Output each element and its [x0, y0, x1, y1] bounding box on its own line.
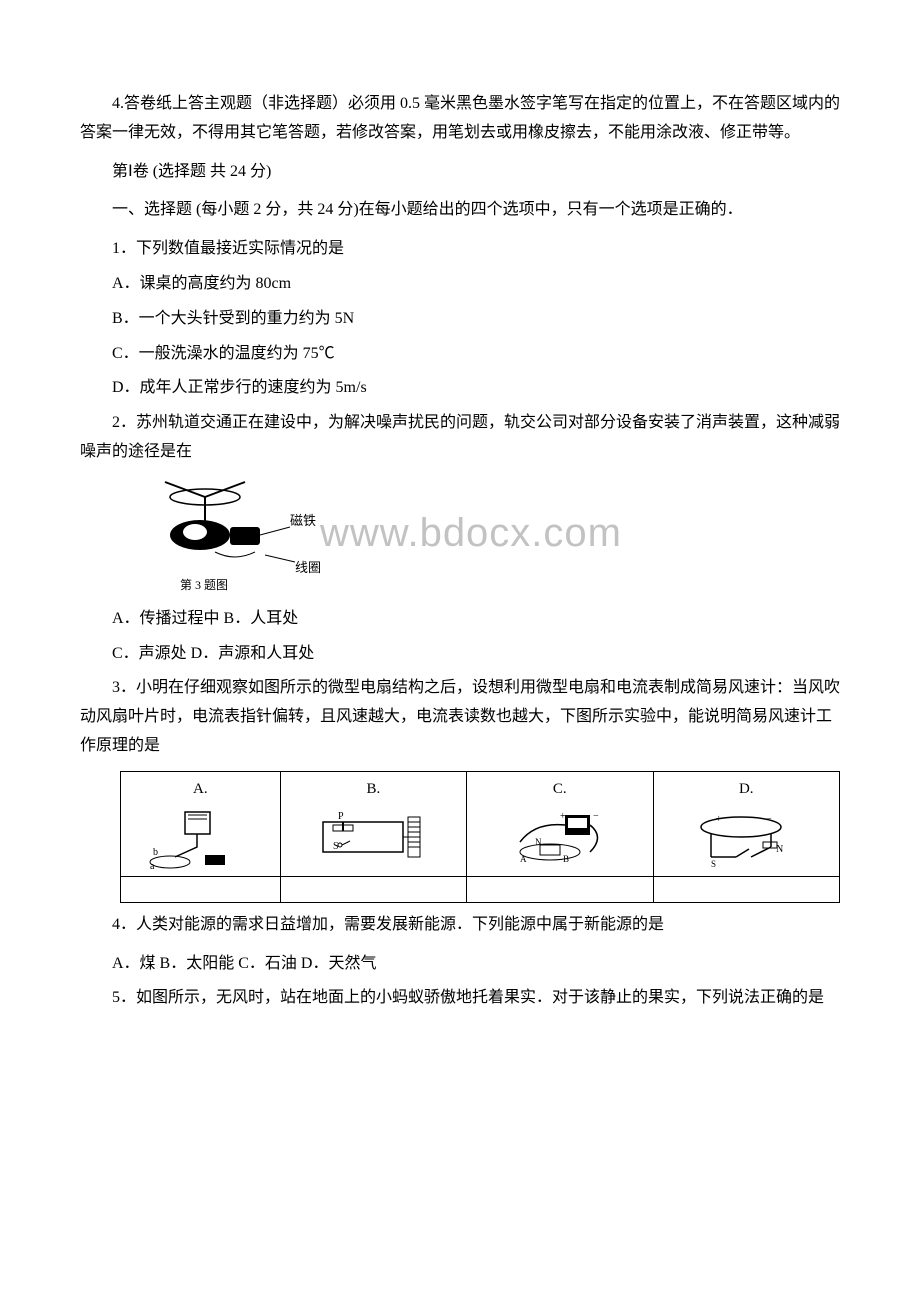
experiment-a-icon: b a [145, 807, 255, 872]
svg-text:P: P [338, 811, 344, 822]
watermark-text: www.bdocx.com [320, 497, 622, 569]
q5-stem: 5．如图所示，无风时，站在地面上的小蚂蚁骄傲地托着果实．对于该静止的果实，下列说… [80, 984, 840, 1013]
svg-text:B: B [563, 854, 569, 864]
q3-letter-a: A. [125, 776, 276, 803]
q4-stem: 4．人类对能源的需求日益增加，需要发展新能源．下列能源中属于新能源的是 [80, 911, 840, 940]
svg-text:−: − [593, 811, 599, 822]
q3-blank-d [653, 876, 839, 902]
figure-caption: 第 3 题图 [180, 575, 228, 597]
svg-text:b: b [153, 847, 158, 858]
q3-blank-b [280, 876, 466, 902]
q3-figure-container: 磁铁 线圈 第 3 题图 www.bdocx.com [140, 477, 350, 597]
q4-opts: A．煤 B．太阳能 C．石油 D．天然气 [80, 950, 840, 979]
section1-heading: 一、选择题 (每小题 2 分，共 24 分)在每小题给出的四个选项中，只有一个选… [80, 196, 840, 225]
svg-text:N: N [535, 837, 542, 847]
q1-stem: 1．下列数值最接近实际情况的是 [80, 235, 840, 264]
svg-text:a: a [150, 861, 155, 872]
q3-cell-a: A. b a [121, 771, 281, 876]
q2-stem: 2．苏州轨道交通正在建设中，为解决噪声扰民的问题，轨交公司对部分设备安装了消声装… [80, 409, 840, 467]
q3-cell-b: B. P S [280, 771, 466, 876]
coil-label: 线圈 [295, 560, 321, 575]
svg-text:+: + [560, 811, 566, 822]
micro-fan-icon: 磁铁 线圈 [145, 477, 345, 587]
q3-letter-d: D. [658, 776, 835, 803]
q2-opts-line1: A．传播过程中 B．人耳处 [80, 605, 840, 634]
instruction-rule-4: 4.答卷纸上答主观题（非选择题）必须用 0.5 毫米黑色墨水签字笔写在指定的位置… [80, 90, 840, 148]
svg-text:S: S [711, 859, 716, 869]
experiment-b-icon: P S [308, 807, 438, 872]
q1-opt-b: B．一个大头针受到的重力约为 5N [80, 305, 840, 334]
svg-text:A: A [520, 854, 527, 864]
q3-options-table: A. b a B. P S [120, 771, 840, 903]
q3-letter-b: B. [285, 776, 462, 803]
q2-opts-line2: C．声源处 D．声源和人耳处 [80, 640, 840, 669]
q3-letter-c: C. [471, 776, 648, 803]
magnet-label: 磁铁 [290, 513, 316, 528]
q1-opt-a: A．课桌的高度约为 80cm [80, 270, 840, 299]
q3-cell-c: C. + − N B A [467, 771, 653, 876]
q3-blank-a [121, 876, 281, 902]
svg-text:−: − [766, 814, 772, 825]
part1-heading: 第Ⅰ卷 (选择题 共 24 分) [80, 158, 840, 187]
q3-cell-d: D. + − S N [653, 771, 839, 876]
svg-text:S: S [333, 841, 339, 852]
q1-opt-c: C．一般洗澡水的温度约为 75℃ [80, 340, 840, 369]
svg-text:+: + [716, 814, 722, 825]
q3-stem: 3．小明在仔细观察如图所示的微型电扇结构之后，设想利用微型电扇和电流表制成简易风… [80, 674, 840, 760]
q1-opt-d: D．成年人正常步行的速度约为 5m/s [80, 374, 840, 403]
experiment-d-icon: + − S N [681, 807, 811, 872]
experiment-c-icon: + − N B A [495, 807, 625, 872]
q3-blank-c [467, 876, 653, 902]
